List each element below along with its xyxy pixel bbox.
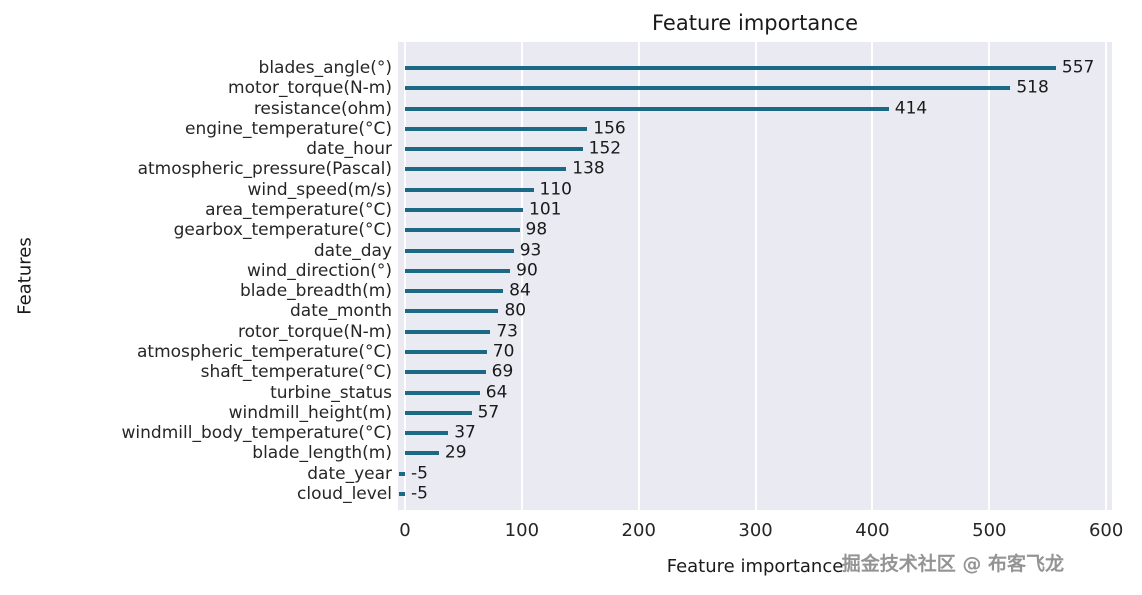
bar-value-label: 84 — [509, 280, 531, 301]
gridline — [404, 42, 406, 510]
bar-value-label: 73 — [496, 321, 518, 342]
y-tick-label: blades_angle(°) — [258, 58, 392, 78]
bar — [405, 329, 491, 334]
gridline — [871, 42, 874, 510]
y-tick-label: engine_temperature(°C) — [185, 118, 392, 139]
y-tick-label: resistance(ohm) — [253, 98, 392, 119]
bar-value-label: 93 — [519, 240, 542, 261]
y-tick-label: wind_speed(m/s) — [247, 179, 392, 200]
bar — [405, 431, 449, 436]
y-tick-label: shaft_temperature(°C) — [200, 362, 392, 383]
y-tick-label: gearbox_temperature(°C) — [173, 220, 392, 241]
plot-area: 557 518 414 156 152 138 110 101 98 93 90 84 80 73 70 69… — [398, 42, 1112, 510]
gridline — [637, 42, 640, 510]
bar — [405, 309, 499, 314]
gridline — [520, 42, 523, 510]
bar-value-label: 101 — [529, 199, 562, 220]
y-tick-label: motor_torque(N-m) — [228, 78, 392, 99]
y-tick-label: area_temperature(°C) — [205, 200, 392, 220]
chart-title: Feature importance — [651, 11, 858, 35]
y-tick-label: date_year — [307, 463, 392, 484]
gridline — [988, 42, 991, 510]
watermark: 掘金技术社区 @ 布客飞龙 — [841, 553, 1064, 575]
bar-value-label: 152 — [588, 138, 622, 159]
bar-value-label: 98 — [525, 219, 548, 240]
bar — [405, 106, 889, 111]
bar — [405, 208, 524, 212]
x-tick-label: 600 — [1088, 520, 1124, 541]
x-tick-label: 200 — [621, 520, 656, 541]
bar — [405, 350, 487, 354]
bar — [405, 451, 439, 456]
y-tick-label: blade_breadth(m) — [239, 281, 392, 302]
bar-value-label: 80 — [504, 300, 527, 321]
bar — [399, 492, 405, 496]
x-axis-label: Feature importance — [666, 556, 844, 577]
bar-value-label: 156 — [593, 118, 626, 139]
y-tick-label: cloud_level — [297, 484, 392, 504]
gridline — [754, 42, 757, 510]
bar — [405, 268, 511, 273]
bar — [405, 248, 514, 253]
bar — [405, 228, 520, 233]
bar-value-label: 138 — [572, 158, 605, 179]
bar-value-label: 90 — [516, 260, 538, 281]
y-tick-label: windmill_body_temperature(°C) — [121, 423, 392, 444]
bar-value-label: 57 — [477, 402, 500, 423]
bar-value-label: 557 — [1061, 57, 1095, 78]
bar — [405, 167, 567, 172]
bar — [405, 187, 534, 192]
bar-value-label: 414 — [894, 98, 928, 119]
bar — [399, 471, 405, 476]
bar-value-label: 64 — [485, 382, 508, 403]
gridline — [1105, 42, 1108, 510]
bar — [405, 147, 583, 152]
bar — [405, 289, 504, 294]
bar-value-label: -5 — [411, 483, 428, 504]
bar-value-label: 29 — [444, 442, 467, 463]
x-tick-label: 100 — [504, 520, 540, 541]
bar-value-label: 37 — [454, 422, 476, 443]
y-tick-label: atmospheric_pressure(Pascal) — [137, 159, 392, 180]
x-tick-label: 300 — [738, 520, 773, 541]
bar — [405, 66, 1056, 70]
bar-value-label: 518 — [1016, 77, 1049, 98]
bar-value-label: 70 — [492, 341, 515, 362]
y-tick-label: turbine_status — [270, 382, 392, 403]
bar-value-label: 69 — [491, 361, 514, 382]
x-tick-label: 500 — [972, 520, 1007, 541]
bar-value-label: -5 — [411, 463, 428, 484]
x-tick-label: 400 — [855, 520, 890, 541]
y-tick-label: date_month — [289, 301, 392, 322]
x-tick-label: 0 — [399, 520, 411, 541]
y-tick-label: windmill_height(m) — [228, 402, 392, 423]
y-tick-label: date_hour — [306, 139, 392, 160]
y-tick-label: date_day — [313, 240, 392, 261]
bar — [405, 126, 588, 131]
bar-value-label: 110 — [539, 179, 572, 200]
y-tick-label: wind_direction(°) — [247, 260, 392, 281]
y-tick-label: blade_length(m) — [252, 443, 392, 464]
y-tick-label: atmospheric_temperature(°C) — [137, 342, 392, 362]
bar — [405, 370, 486, 375]
y-tick-label: rotor_torque(N-m) — [237, 321, 392, 342]
bar — [405, 86, 1011, 91]
bar — [405, 410, 472, 415]
bar — [405, 390, 480, 395]
